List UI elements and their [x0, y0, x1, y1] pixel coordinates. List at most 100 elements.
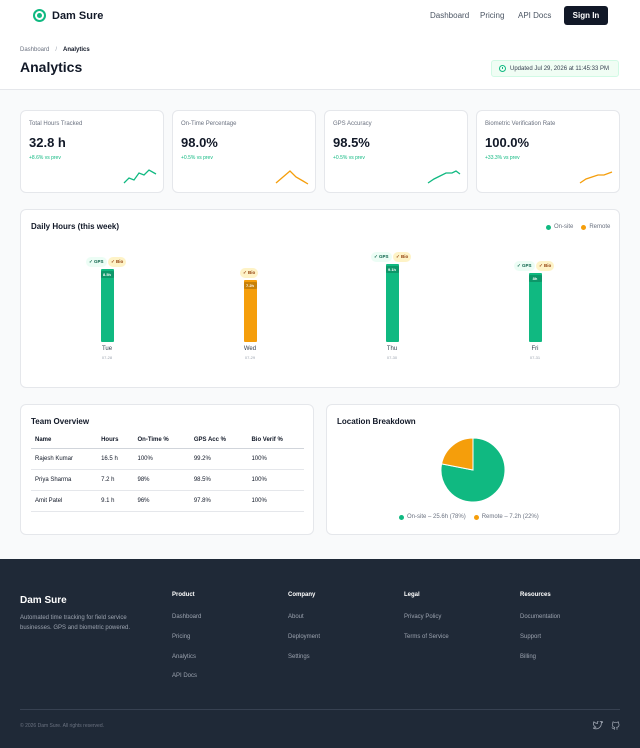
bio-badge: ✓ Bio — [240, 268, 259, 279]
day-label: Tue — [101, 346, 113, 352]
bar-thu[interactable] — [385, 263, 399, 342]
bio-badge: ✓ Bio — [393, 251, 412, 262]
updated-timestamp: Updated Jul 29, 2026 at 11:45:33 PM — [491, 60, 619, 77]
legend-dot — [473, 514, 479, 520]
day-label: Wed — [243, 346, 257, 352]
kpi-label: Biometric Verification Rate — [485, 121, 556, 127]
table-row[interactable]: Priya Sharma 7.2 h 98% 98.5% 100% — [31, 469, 304, 491]
footer-link-documentation[interactable]: Documentation — [520, 614, 561, 620]
top-navbar — [0, 0, 640, 32]
legend-remote: Remote – 7.2h (22%) — [473, 514, 539, 520]
cell: 100% — [247, 490, 304, 512]
day-label: Thu — [386, 346, 398, 352]
gps-badge: ✓ GPS — [371, 251, 392, 262]
footer-link-dashboard[interactable]: Dashboard — [172, 614, 202, 620]
legend-dot — [581, 224, 587, 230]
footer-link-support[interactable]: Support — [520, 634, 542, 640]
pie-legend: On-site – 25.6h (78%) Remote – 7.2h (22%… — [399, 514, 539, 520]
breadcrumb-dashboard[interactable]: Dashboard — [20, 47, 50, 53]
kpi-delta: +33.3% vs prev — [485, 155, 520, 161]
kpi-delta: +0.5% vs prev — [181, 155, 213, 161]
cell: 100% — [133, 448, 190, 470]
bar-tue[interactable] — [100, 268, 114, 342]
footer-link-privacy[interactable]: Privacy Policy — [404, 614, 442, 620]
nav-dashboard[interactable]: Dashboard — [430, 11, 470, 20]
location-pie-chart — [440, 437, 506, 503]
footer-link-terms[interactable]: Terms of Service — [404, 634, 449, 640]
cell: Amit Patel — [31, 490, 98, 512]
kpi-card-gps: GPS Accuracy 98.5% +0.5% vs prev — [324, 110, 468, 193]
cell: 16.5 h — [97, 448, 134, 470]
section-title: Team Overview — [31, 417, 90, 426]
day-date: 07-31 — [529, 355, 541, 360]
gps-badge: ✓ GPS — [514, 261, 535, 272]
footer-link-settings[interactable]: Settings — [288, 654, 310, 660]
col-gps: GPS Acc % — [189, 432, 248, 449]
kpi-delta: +0.5% vs prev — [333, 155, 365, 161]
footer-link-deployment[interactable]: Deployment — [288, 634, 321, 640]
gps-badge: ✓ GPS — [86, 256, 107, 267]
brand-name: Dam Sure — [52, 9, 104, 22]
breadcrumb: Dashboard / Analytics — [20, 47, 90, 53]
kpi-card-biometric: Biometric Verification Rate 100.0% +33.3… — [476, 110, 620, 193]
day-label: Fri — [531, 346, 539, 352]
kpi-label: GPS Accuracy — [333, 121, 372, 127]
bar-wed[interactable] — [243, 280, 257, 342]
brand-logo[interactable]: Dam Sure — [33, 9, 103, 22]
bar-value-label: 8h — [528, 275, 542, 283]
kpi-delta: +8.6% vs prev — [29, 155, 61, 161]
legend-dot — [399, 514, 404, 520]
github-icon[interactable] — [611, 721, 620, 731]
table-row[interactable]: Rajesh Kumar 16.5 h 100% 99.2% 100% — [31, 448, 304, 470]
bar-value-label: 8.5h — [100, 270, 114, 278]
legend-label: Remote – 7.2h (22%) — [481, 514, 539, 520]
footer-link-analytics[interactable]: Analytics — [172, 654, 197, 660]
table-row[interactable]: Amit Patel 9.1 h 96% 97.8% 100% — [31, 490, 304, 512]
cell: 7.2 h — [97, 469, 134, 491]
location-breakdown-card: Location Breakdown On-site – 25.6h (78%)… — [326, 404, 620, 535]
nav-api-docs[interactable]: API Docs — [518, 11, 552, 20]
footer — [0, 559, 640, 748]
cell: 100% — [247, 448, 304, 470]
footer-description: Automated time tracking for field servic… — [20, 615, 131, 631]
cell: 98.5% — [189, 469, 248, 491]
footer-divider — [20, 709, 620, 710]
sparkline — [275, 170, 309, 185]
kpi-value: 98.5% — [333, 135, 370, 150]
day-date: 07-30 — [386, 355, 398, 360]
breadcrumb-current: Analytics — [63, 47, 90, 53]
kpi-card-hours: Total Hours Tracked 32.8 h +8.6% vs prev — [20, 110, 164, 193]
bar-value-label: 7.2h — [243, 282, 257, 290]
team-overview-card: Team Overview Name Hours On-Time % GPS A… — [20, 404, 314, 535]
kpi-value: 98.0% — [181, 135, 218, 150]
footer-link-pricing[interactable]: Pricing — [172, 634, 191, 640]
footer-brand: Dam Sure — [20, 595, 67, 606]
legend-remote: Remote — [581, 224, 610, 230]
col-name: Name — [31, 432, 98, 449]
cell: Priya Sharma — [31, 469, 98, 491]
section-title: Daily Hours (this week) — [31, 222, 120, 231]
footer-link-api-docs[interactable]: API Docs — [172, 673, 198, 679]
footer-link-about[interactable]: About — [288, 614, 304, 620]
bar-fri[interactable] — [528, 273, 542, 342]
nav-pricing[interactable]: Pricing — [480, 11, 505, 20]
bar-value-label: 9.1h — [385, 265, 399, 273]
legend-onsite: On-site – 25.6h (78%) — [399, 514, 466, 520]
footer-copyright: © 2026 Dam Sure. All rights reserved. — [20, 723, 104, 729]
day-date: 07-28 — [101, 355, 113, 360]
twitter-icon[interactable] — [593, 721, 603, 730]
logo-icon — [33, 9, 46, 22]
breadcrumb-separator: / — [55, 47, 58, 53]
sparkline — [579, 171, 613, 184]
footer-head-legal: Legal — [404, 592, 420, 598]
page-title: Analytics — [20, 59, 83, 75]
kpi-value: 32.8 h — [29, 135, 66, 150]
footer-head-company: Company — [288, 592, 316, 598]
legend-label: Remote — [589, 224, 611, 230]
bio-badge: ✓ Bio — [108, 256, 127, 267]
footer-head-resources: Resources — [520, 592, 551, 598]
footer-link-billing[interactable]: Billing — [520, 654, 537, 660]
sign-in-button[interactable]: Sign In — [564, 6, 608, 25]
cell: 97.8% — [189, 490, 248, 512]
pie-slice-remote[interactable] — [440, 437, 474, 471]
